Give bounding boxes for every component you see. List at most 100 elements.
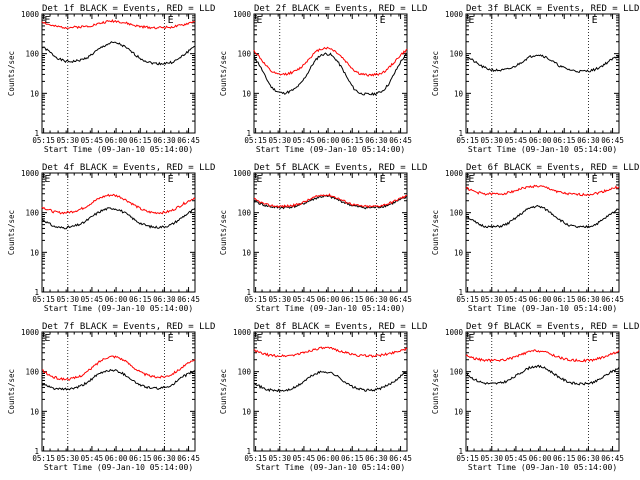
plot-frame [465,13,620,134]
panel-title: Det 7f BLACK = Events, RED = LLD [42,322,215,332]
panel-title: Det 8f BLACK = Events, RED = LLD [254,322,427,332]
panel-det-1: Det 1f BLACK = Events, RED = LLD 1 10 100 10… [7,4,215,154]
marker-e: E [44,15,50,26]
marker-e: E [592,333,598,344]
x-axis-label: Start Time (09-Jan-10 05:14:00) [256,463,405,472]
x-tick-label: 05:15 [244,295,267,304]
y-tick-label: 10 [30,407,40,416]
x-axis-label: Start Time (09-Jan-10 05:14:00) [44,463,193,472]
x-tick-label: 06:30 [153,295,176,304]
x-tick-label: 06:00 [317,454,340,463]
x-tick-label: 06:00 [317,295,340,304]
y-tick-label: 1 [246,447,251,456]
x-tick-label: 06:15 [341,454,364,463]
y-tick-label: 1000 [21,169,40,178]
x-tick-label: 06:15 [553,136,576,145]
y-tick-label: 10 [242,89,252,98]
marker-e: E [44,174,50,185]
x-tick-label: 06:15 [129,295,152,304]
y-tick-label: 10 [242,407,252,416]
x-tick-label: 06:45 [601,295,624,304]
marker-e: E [256,174,262,185]
y-tick-label: 1000 [233,169,252,178]
y-tick-label: 10 [30,248,40,257]
x-axis-label: Start Time (09-Jan-10 05:14:00) [468,463,617,472]
y-tick-label: 1 [246,129,251,138]
series-line-black [253,370,408,393]
series-line-black [41,41,195,66]
y-axis-label: Counts/sec [219,369,228,414]
x-tick-label: 06:30 [365,295,388,304]
marker-e: E [168,15,174,26]
y-tick-label: 1 [34,447,39,456]
x-tick-label: 05:30 [268,136,291,145]
panel-det-5: Det 5f BLACK = Events, RED = LLD 1 10 100 10… [219,163,427,313]
y-tick-label: 1000 [21,328,40,337]
marker-e: E [256,15,262,26]
x-tick-label: 05:15 [244,454,267,463]
y-axis-label: Counts/sec [219,210,228,255]
series-line-black [465,204,620,229]
y-tick-label: 10 [30,89,40,98]
x-tick-label: 06:15 [129,454,152,463]
plot-frame [465,331,620,452]
x-tick-label: 05:30 [56,136,79,145]
x-tick-label: 06:30 [365,136,388,145]
panel-det-3: Det 3f BLACK = Events, RED = LLD 1 10 100 10… [431,4,639,154]
x-tick-label: 06:45 [177,454,200,463]
y-tick-label: 10 [242,248,252,257]
marker-e: E [380,15,386,26]
plot-frame [41,172,196,293]
panel-det-6: Det 6f BLACK = Events, RED = LLD 1 10 100 10… [431,163,639,313]
marker-e: E [592,15,598,26]
x-tick-label: 06:30 [577,295,600,304]
y-axis-label: Counts/sec [219,51,228,96]
x-axis-label: Start Time (09-Jan-10 05:14:00) [256,145,405,154]
x-tick-label: 05:15 [456,136,479,145]
series-line-red [42,355,196,381]
series-line-black [465,364,620,386]
x-tick-label: 05:15 [456,454,479,463]
x-tick-label: 06:15 [341,295,364,304]
x-tick-label: 06:45 [177,295,200,304]
y-tick-label: 1000 [445,169,464,178]
x-tick-label: 05:15 [32,136,55,145]
marker-e: E [256,333,262,344]
y-tick-label: 10 [454,89,464,98]
y-tick-label: 100 [449,368,463,377]
x-axis-label: Start Time (09-Jan-10 05:14:00) [44,304,193,313]
x-tick-label: 06:45 [177,136,200,145]
x-tick-label: 05:45 [81,454,104,463]
y-tick-label: 100 [237,209,251,218]
x-tick-label: 06:00 [529,454,552,463]
plot-frame [253,331,408,452]
panel-title: Det 3f BLACK = Events, RED = LLD [466,4,639,14]
y-tick-label: 1000 [21,10,40,19]
x-tick-label: 06:15 [553,295,576,304]
y-tick-label: 1000 [445,10,464,19]
y-tick-label: 1 [34,129,39,138]
x-tick-label: 05:45 [293,295,316,304]
panel-title: Det 6f BLACK = Events, RED = LLD [466,163,639,173]
plot-frame [253,13,408,134]
x-tick-label: 05:30 [480,136,503,145]
series-line-red [253,193,408,209]
panel-det-4: Det 4f BLACK = Events, RED = LLD 1 10 100 10… [7,163,215,313]
x-axis-label: Start Time (09-Jan-10 05:14:00) [44,145,193,154]
y-tick-label: 1 [34,288,39,297]
y-tick-label: 1 [458,288,463,297]
x-tick-label: 06:00 [105,295,128,304]
y-axis-label: Counts/sec [7,210,16,255]
x-tick-label: 05:30 [480,454,503,463]
x-tick-label: 05:30 [56,454,79,463]
x-tick-label: 06:30 [577,136,600,145]
panel-title: Det 5f BLACK = Events, RED = LLD [254,163,427,173]
y-tick-label: 1 [458,129,463,138]
y-tick-label: 100 [449,209,463,218]
x-tick-label: 06:15 [341,136,364,145]
y-tick-label: 100 [237,368,251,377]
x-tick-label: 05:15 [456,295,479,304]
y-tick-label: 10 [454,248,464,257]
x-tick-label: 06:00 [529,295,552,304]
